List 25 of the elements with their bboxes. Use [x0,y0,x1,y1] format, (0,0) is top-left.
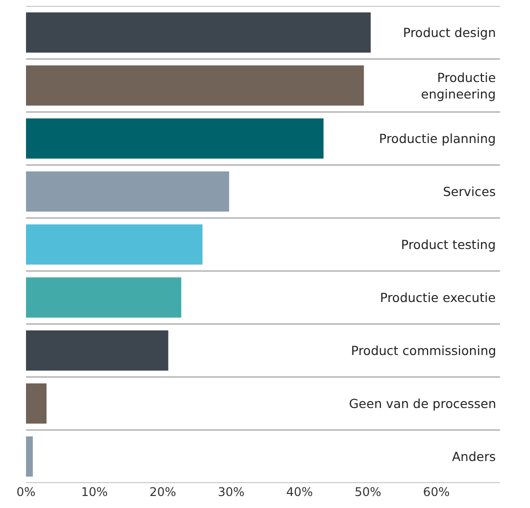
bar [26,12,371,53]
y-tick-label: Anders [452,449,496,464]
bar [26,224,202,265]
y-tick-label: Services [443,184,496,199]
bar [26,330,168,371]
bar [26,171,230,212]
y-tick-label: Productie planning [379,131,496,146]
y-tick-label: Geen van de processen [349,396,496,411]
x-tick-label: 50% [354,485,382,499]
bar [26,118,324,159]
bar [26,383,47,424]
y-tick-label: Product testing [401,237,496,252]
x-tick-label: 40% [286,485,313,499]
y-tick-label: Product commissioning [351,343,496,358]
y-tick-label: Productie engineering [421,70,496,102]
x-tick-label: 20% [149,485,176,499]
y-tick-label: Product design [403,25,496,40]
bar [26,65,364,106]
bar [26,436,33,477]
x-tick-label: 0% [16,485,36,499]
y-tick-label: Productie executie [380,290,496,305]
x-tick-label: 30% [218,485,245,499]
x-tick-label: 10% [81,485,108,499]
x-tick-label: 60% [423,485,450,499]
bar [26,277,182,318]
